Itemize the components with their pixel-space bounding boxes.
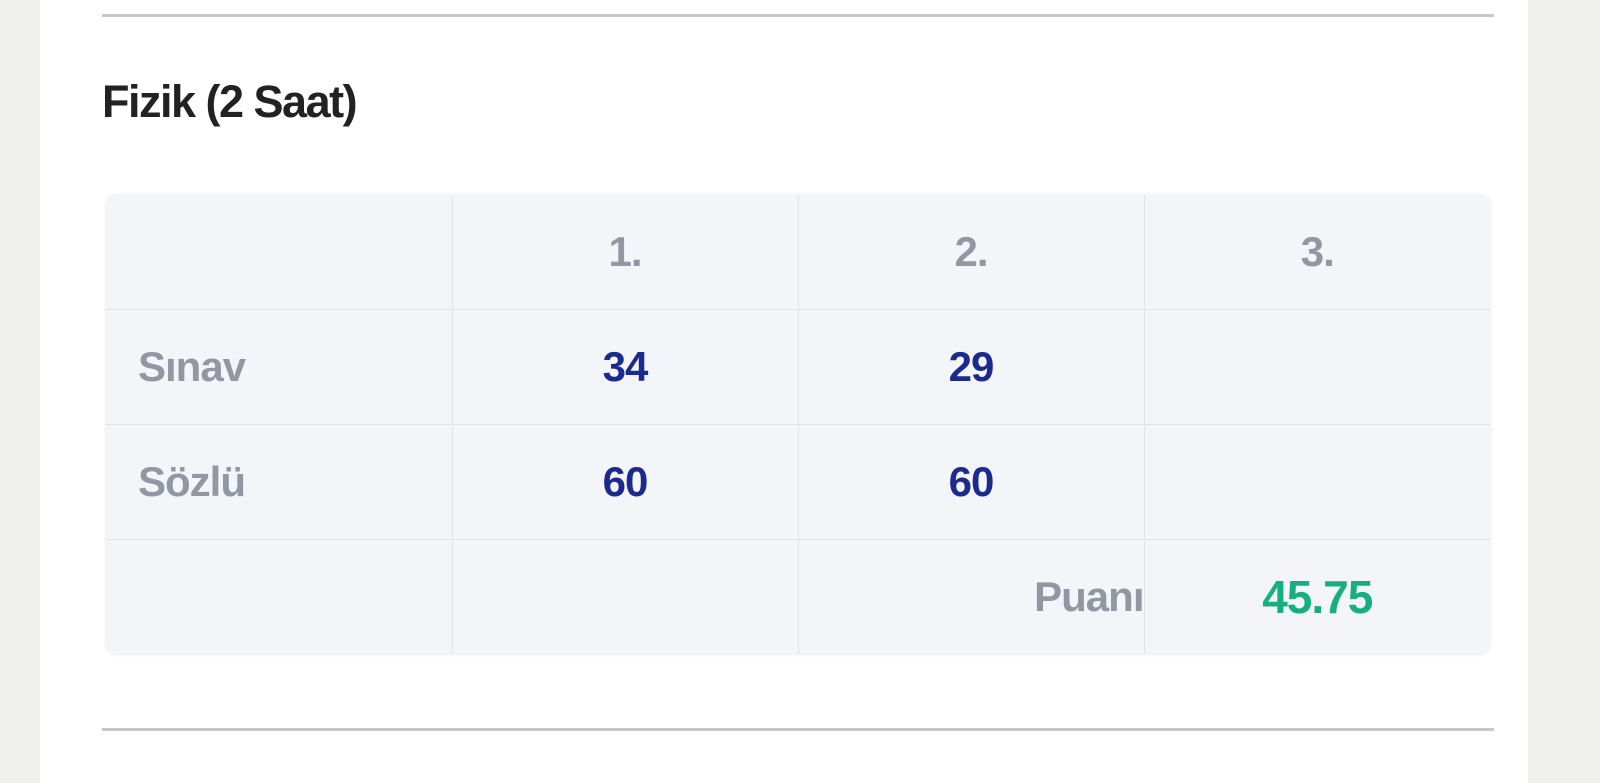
table-row-sozlu: Sözlü 60 60 xyxy=(106,423,1490,540)
section-title: Fizik (2 Saat) xyxy=(102,76,358,127)
header-cell xyxy=(106,195,453,310)
grade-cell: 34 xyxy=(451,308,799,425)
empty-cell xyxy=(451,538,799,654)
empty-cell xyxy=(106,538,453,654)
header-row: 1. 2. 3. xyxy=(106,195,1490,310)
header-cell: 1. xyxy=(451,195,799,310)
grade-cell: 60 xyxy=(797,423,1145,540)
score-label: Puanı xyxy=(797,538,1145,654)
header-cell: 2. xyxy=(797,195,1145,310)
table-row-sinav: Sınav 34 29 xyxy=(106,308,1490,425)
grade-cell: 29 xyxy=(797,308,1145,425)
header-cell: 3. xyxy=(1143,195,1490,310)
score-value: 45.75 xyxy=(1143,538,1490,654)
grade-cell xyxy=(1143,423,1490,540)
grade-cell xyxy=(1143,308,1490,425)
top-divider xyxy=(102,14,1494,17)
grade-cell: 60 xyxy=(451,423,799,540)
row-label: Sözlü xyxy=(106,423,453,540)
grades-table: 1. 2. 3. Sınav 34 29 Sözlü 60 60 Puanı 4… xyxy=(106,195,1490,654)
score-row: Puanı 45.75 xyxy=(106,538,1490,654)
content-card: Fizik (2 Saat) 1. 2. 3. Sınav 34 29 Sözl… xyxy=(40,0,1528,783)
row-label: Sınav xyxy=(106,308,453,425)
bottom-divider xyxy=(102,728,1494,731)
